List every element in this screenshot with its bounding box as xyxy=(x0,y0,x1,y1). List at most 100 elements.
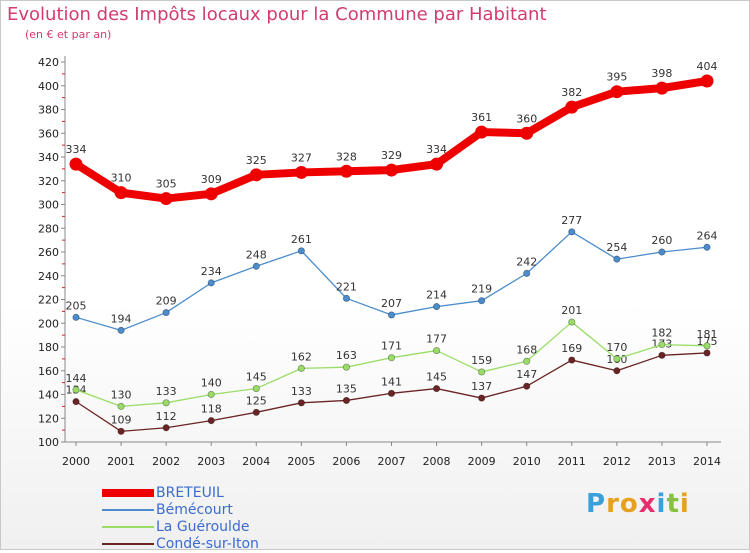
data-point xyxy=(475,125,489,139)
data-point xyxy=(114,186,128,200)
data-label: 145 xyxy=(246,371,267,384)
y-tick-label: 300 xyxy=(38,199,59,212)
data-label: 162 xyxy=(291,350,312,363)
data-point xyxy=(117,427,125,435)
data-point xyxy=(568,318,576,326)
data-point xyxy=(700,74,714,88)
data-label: 404 xyxy=(697,60,718,73)
data-point xyxy=(72,386,80,394)
y-tick-label: 340 xyxy=(38,151,59,164)
legend-label: Condé-sur-Iton xyxy=(156,536,259,552)
y-tick-label: 140 xyxy=(38,389,59,402)
x-tick-label: 2011 xyxy=(558,455,586,468)
data-label: 169 xyxy=(561,342,582,355)
data-point xyxy=(387,389,396,397)
data-point xyxy=(162,424,170,432)
data-point xyxy=(387,311,396,319)
data-point xyxy=(294,165,308,179)
proxiti-logo: Proxiti xyxy=(586,489,690,519)
logo-letter: r xyxy=(606,489,620,519)
data-label: 329 xyxy=(381,149,402,162)
data-label: 327 xyxy=(291,151,312,164)
logo-letter: x xyxy=(638,489,657,519)
x-tick-label: 2001 xyxy=(107,455,135,468)
data-point xyxy=(207,279,215,287)
data-point xyxy=(478,297,486,305)
data-point xyxy=(297,247,305,255)
data-label: 309 xyxy=(201,173,222,186)
data-label: 170 xyxy=(606,341,627,354)
data-label: 361 xyxy=(471,111,492,124)
data-label: 168 xyxy=(516,343,537,356)
data-point xyxy=(117,326,125,334)
data-label: 140 xyxy=(201,377,222,390)
y-tick-label: 400 xyxy=(38,80,59,93)
data-point xyxy=(159,192,173,206)
data-label: 209 xyxy=(156,295,177,308)
legend-swatch-breteuil xyxy=(102,489,154,497)
data-point xyxy=(72,313,80,321)
x-tick-label: 2007 xyxy=(378,455,406,468)
y-tick-label: 320 xyxy=(38,175,59,188)
x-tick-label: 2009 xyxy=(468,455,496,468)
y-tick-label: 260 xyxy=(38,246,59,259)
y-tick-label: 220 xyxy=(38,294,59,307)
data-label: 207 xyxy=(381,297,402,310)
data-point xyxy=(655,81,669,95)
data-point xyxy=(297,364,305,372)
x-tick-label: 2010 xyxy=(513,455,541,468)
y-tick-label: 360 xyxy=(38,127,59,140)
data-point xyxy=(523,357,531,365)
data-label: 325 xyxy=(246,154,267,167)
data-point xyxy=(568,356,576,364)
data-label: 214 xyxy=(426,289,447,302)
data-point xyxy=(658,351,666,359)
chart-title: Evolution des Impôts locaux pour la Comm… xyxy=(7,4,547,25)
x-tick-label: 2002 xyxy=(152,455,180,468)
data-label: 395 xyxy=(606,71,627,84)
data-point xyxy=(385,163,398,177)
legend-label: La Guéroulde xyxy=(156,519,250,535)
data-label: 219 xyxy=(471,283,492,296)
data-point xyxy=(297,399,305,407)
legend-swatch-conde-sur-iton xyxy=(102,543,154,545)
data-point xyxy=(249,168,263,182)
data-point xyxy=(204,187,218,201)
y-tick-label: 200 xyxy=(38,317,59,330)
data-label: 145 xyxy=(426,371,447,384)
data-label: 334 xyxy=(426,143,447,156)
data-label: 125 xyxy=(246,394,267,407)
y-tick-label: 180 xyxy=(38,341,59,354)
logo-letter: i xyxy=(656,489,667,519)
data-point xyxy=(613,255,621,263)
y-tick-label: 120 xyxy=(38,412,59,425)
data-label: 177 xyxy=(426,333,447,346)
data-label: 133 xyxy=(156,385,177,398)
x-tick-label: 2000 xyxy=(62,455,90,468)
data-point xyxy=(252,408,260,416)
data-label: 144 xyxy=(66,372,87,385)
y-tick-label: 100 xyxy=(38,436,59,449)
data-label: 334 xyxy=(66,143,87,156)
data-label: 248 xyxy=(246,248,267,261)
data-point xyxy=(565,100,579,114)
legend-label: BRETEUIL xyxy=(156,485,224,501)
data-point xyxy=(703,342,711,350)
x-tick-label: 2013 xyxy=(648,455,676,468)
data-point xyxy=(613,367,621,375)
data-point xyxy=(342,396,351,405)
data-point xyxy=(658,248,666,256)
data-label: 181 xyxy=(697,328,718,341)
data-point xyxy=(162,308,170,317)
data-label: 171 xyxy=(381,340,402,353)
legend-swatch-bemecourt xyxy=(102,509,154,511)
data-label: 234 xyxy=(201,265,222,278)
data-point xyxy=(478,368,486,376)
data-label: 254 xyxy=(606,241,627,254)
data-label: 118 xyxy=(201,403,222,416)
data-label: 182 xyxy=(651,327,672,340)
y-tick-label: 240 xyxy=(38,270,59,283)
x-tick-label: 2012 xyxy=(603,455,631,468)
